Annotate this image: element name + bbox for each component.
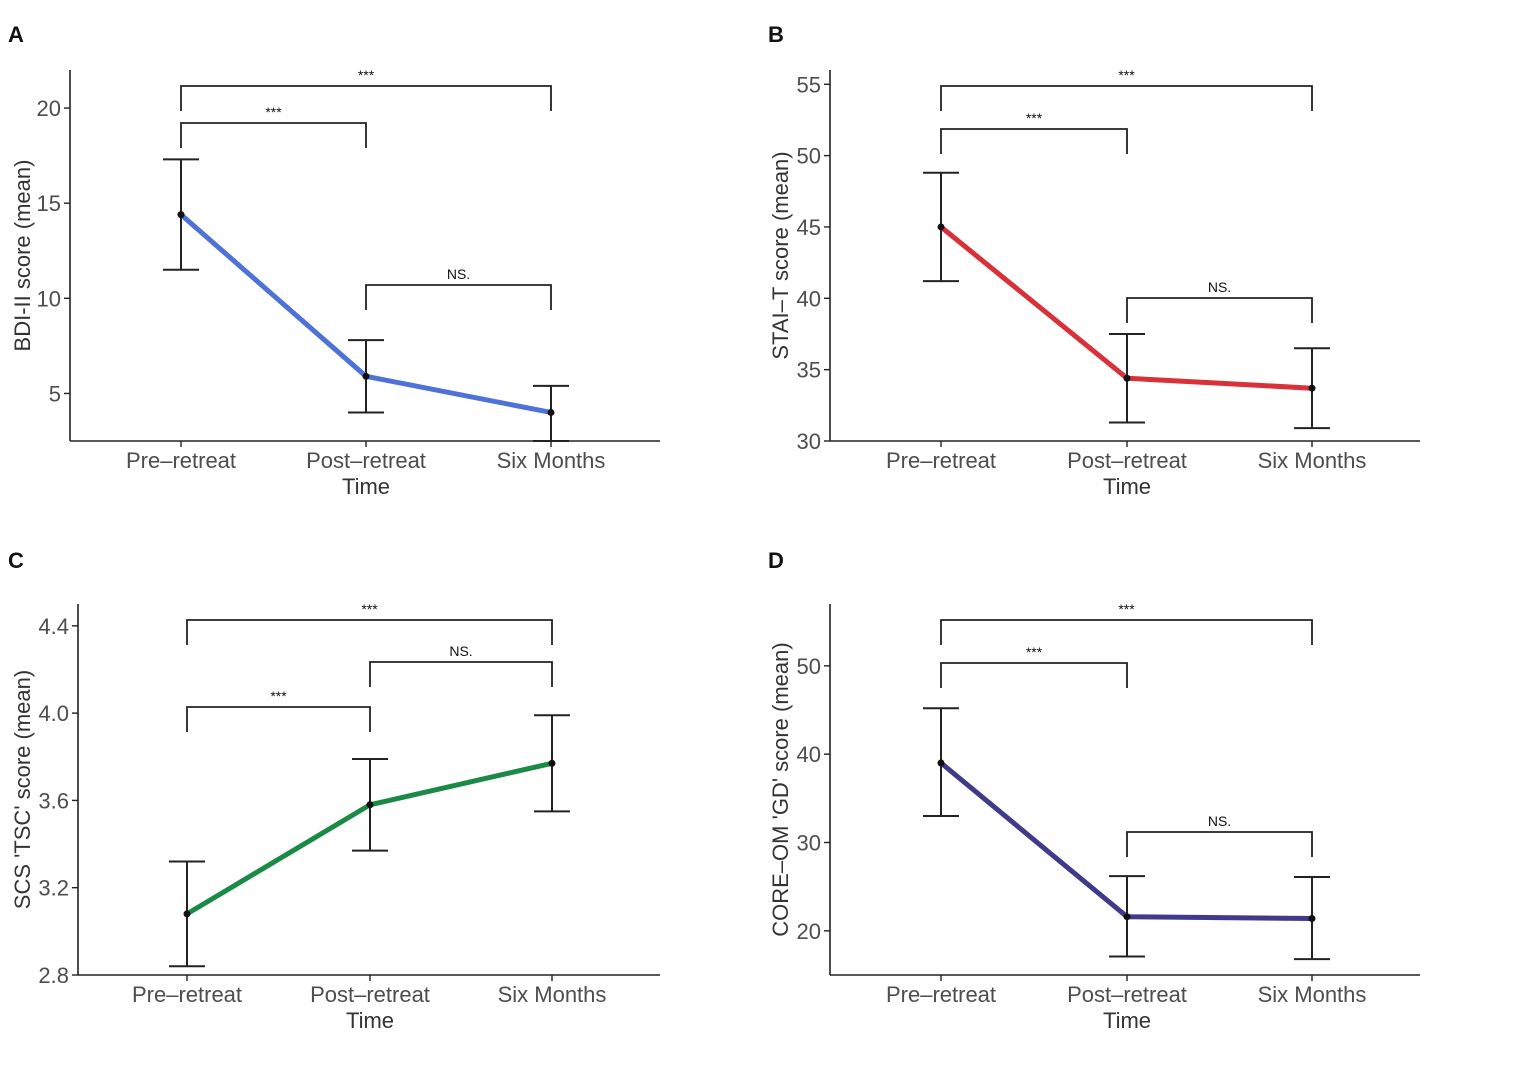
data-point <box>1308 384 1316 392</box>
x-tick-label: Pre–retreat <box>886 448 996 473</box>
panel-b: B 30 35 40 45 50 55 Pre–retreat Post–retreat Six … <box>768 22 1420 499</box>
y-axis-title: STAI–T score (mean) <box>768 151 793 359</box>
y-tick-label: 40 <box>797 286 821 311</box>
y-tick-label: 5 <box>49 381 61 406</box>
data-point <box>177 211 185 219</box>
y-tick-label: 3.2 <box>38 876 69 901</box>
data-point <box>548 759 556 767</box>
y-tick-label: 20 <box>37 96 61 121</box>
significance-bracket <box>186 619 553 645</box>
y-tick-label: 2.8 <box>38 963 69 988</box>
significance-bracket <box>180 85 552 111</box>
panel-letter: D <box>768 548 784 573</box>
y-tick-label: 4.0 <box>38 701 69 726</box>
panel-d: D 20 30 40 50 Pre–retreat Post–retreat Six Mont… <box>768 548 1420 1033</box>
significance-bracket <box>940 662 1128 688</box>
y-tick-label: 35 <box>797 358 821 383</box>
significance-label: *** <box>361 601 378 617</box>
panel-letter: B <box>768 22 784 47</box>
panel-letter: A <box>8 22 24 47</box>
significance-bracket <box>1126 831 1313 857</box>
y-tick-label: 30 <box>797 831 821 856</box>
y-axis-title: CORE–OM 'GD' score (mean) <box>768 642 793 936</box>
y-tick-label: 55 <box>797 72 821 97</box>
y-tick-label: 50 <box>797 654 821 679</box>
x-tick-label: Six Months <box>1258 982 1367 1007</box>
significance-label: *** <box>1118 67 1135 83</box>
data-point <box>1308 914 1316 922</box>
y-tick-label: 3.6 <box>38 788 69 813</box>
panel-a: A 5 10 15 20 Pre–retreat Post–retreat Six Month… <box>8 22 660 499</box>
x-tick-label: Six Months <box>498 982 607 1007</box>
x-tick-label: Post–retreat <box>306 448 426 473</box>
x-tick-label: Pre–retreat <box>126 448 236 473</box>
x-tick-label: Post–retreat <box>310 982 430 1007</box>
significance-label: *** <box>1026 644 1043 660</box>
data-point <box>937 759 945 767</box>
y-tick-label: 15 <box>37 191 61 216</box>
significance-bracket <box>186 706 371 732</box>
x-tick-label: Pre–retreat <box>132 982 242 1007</box>
significance-label: NS. <box>1208 279 1231 295</box>
significance-label: NS. <box>449 643 472 659</box>
y-tick-label: 4.4 <box>38 614 69 639</box>
significance-bracket <box>1126 297 1313 323</box>
y-axis-title: BDI-II score (mean) <box>10 160 35 352</box>
x-tick-label: Pre–retreat <box>886 982 996 1007</box>
significance-label: NS. <box>1208 813 1231 829</box>
significance-bracket <box>369 661 553 687</box>
x-tick-label: Post–retreat <box>1067 448 1187 473</box>
x-tick-label: Six Months <box>1258 448 1367 473</box>
x-axis-title: Time <box>342 474 390 499</box>
y-tick-label: 45 <box>797 215 821 240</box>
data-point <box>1123 374 1131 382</box>
significance-bracket <box>940 85 1313 111</box>
significance-bracket <box>180 122 367 148</box>
y-tick-label: 50 <box>797 144 821 169</box>
y-tick-label: 10 <box>37 286 61 311</box>
significance-label: *** <box>1118 601 1135 617</box>
panel-c: C 2.8 3.2 3.6 4.0 4.4 Pre–retreat Post–retreat S… <box>8 548 660 1033</box>
significance-bracket <box>940 619 1313 645</box>
y-tick-label: 30 <box>797 429 821 454</box>
y-tick-label: 40 <box>797 742 821 767</box>
panel-letter: C <box>8 548 24 573</box>
x-axis-title: Time <box>346 1008 394 1033</box>
x-tick-label: Six Months <box>497 448 606 473</box>
data-point <box>547 408 555 416</box>
y-axis-title: SCS 'TSC' score (mean) <box>10 670 35 909</box>
data-point <box>362 372 370 380</box>
data-point <box>1123 913 1131 921</box>
significance-bracket <box>365 284 552 310</box>
significance-bracket <box>940 128 1128 154</box>
y-tick-label: 20 <box>797 919 821 944</box>
x-axis-title: Time <box>1103 474 1151 499</box>
significance-label: NS. <box>447 266 470 282</box>
data-point <box>937 223 945 231</box>
data-point <box>366 801 374 809</box>
x-tick-label: Post–retreat <box>1067 982 1187 1007</box>
significance-label: *** <box>358 67 375 83</box>
significance-label: *** <box>270 688 287 704</box>
x-axis-title: Time <box>1103 1008 1151 1033</box>
data-point <box>183 910 191 918</box>
significance-label: *** <box>265 104 282 120</box>
significance-label: *** <box>1026 110 1043 126</box>
